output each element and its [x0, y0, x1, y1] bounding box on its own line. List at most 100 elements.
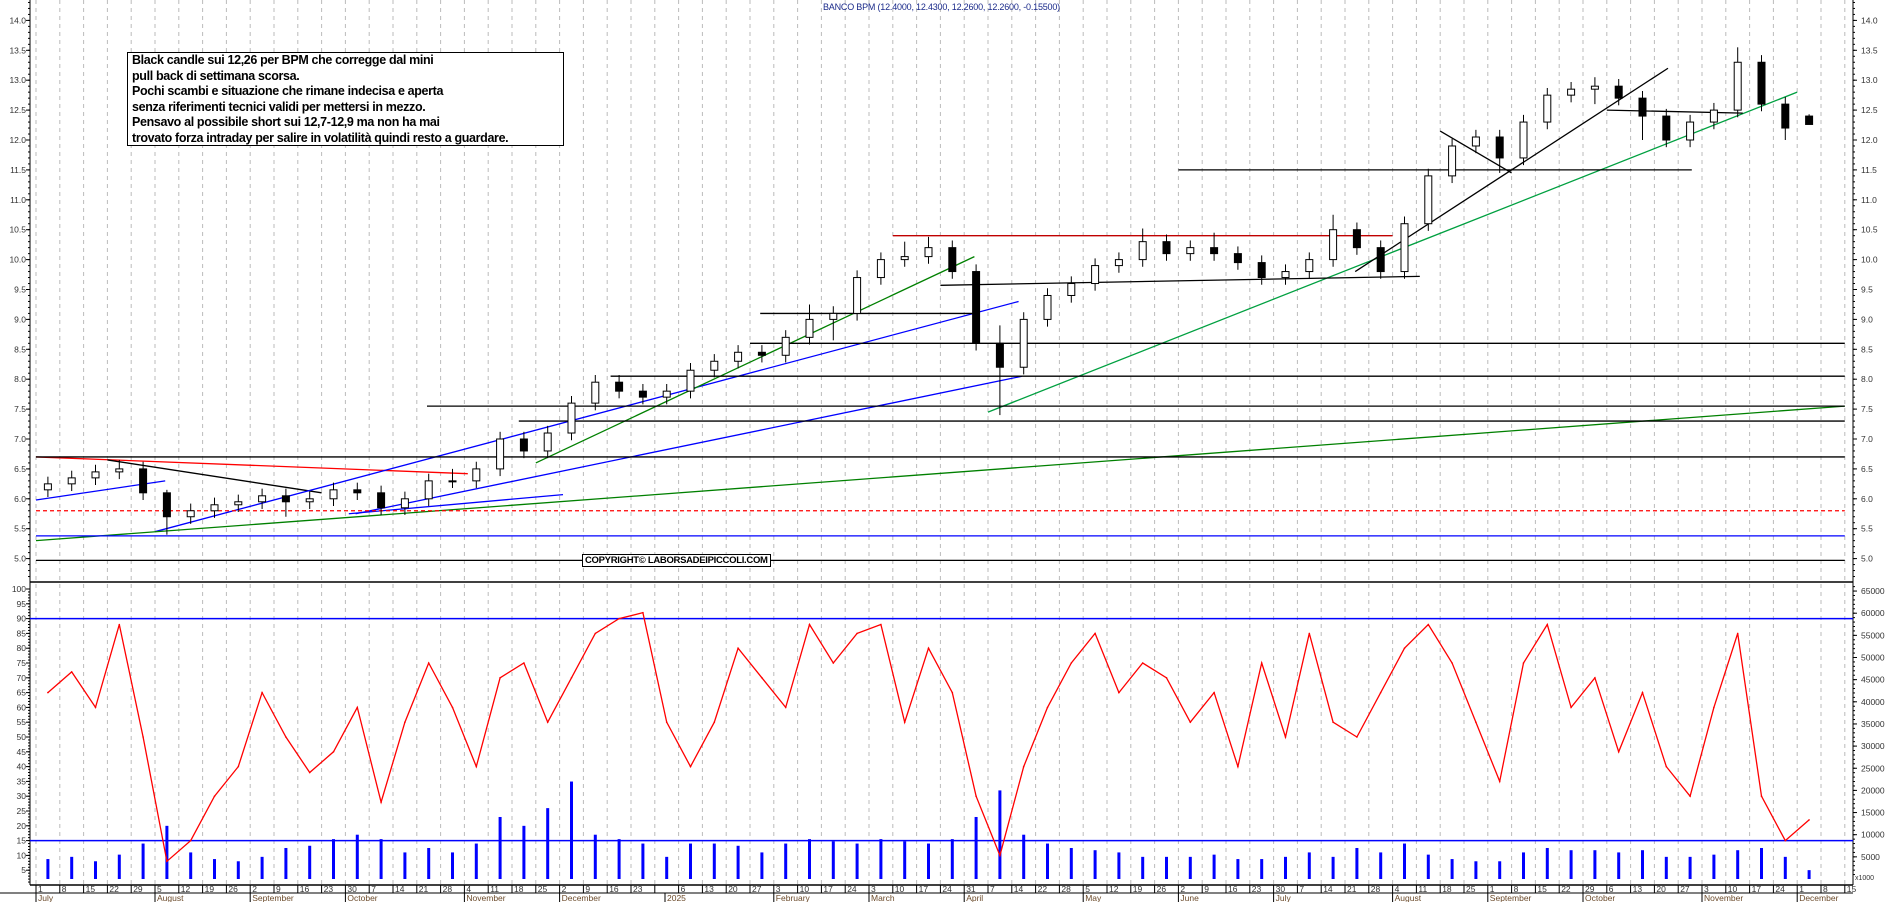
week-label: 2 [252, 884, 257, 894]
week-label: 7 [1299, 884, 1304, 894]
candle [258, 488, 267, 509]
price-tick-label-right: 7.5 [1861, 404, 1873, 414]
candle [1352, 222, 1361, 255]
volume-bar [736, 845, 740, 879]
price-tick-label-right: 7.0 [1861, 434, 1873, 444]
volume-tick-label: 40000 [1861, 697, 1885, 707]
volume-bar [1212, 854, 1216, 879]
oscillator-point [213, 795, 216, 797]
candle-body [1400, 223, 1409, 273]
candle-body [1043, 294, 1052, 320]
oscillator-point [1713, 706, 1715, 709]
week-label: 25 [1466, 884, 1476, 894]
oscillator-point [142, 736, 144, 738]
candle [234, 494, 243, 512]
month-label: August [1395, 893, 1422, 902]
candle [1662, 108, 1671, 148]
candle-body [448, 480, 457, 483]
candle [139, 461, 148, 500]
candle-body [1543, 94, 1552, 123]
week-label: 12 [1109, 884, 1119, 894]
candle [43, 476, 52, 498]
candle [281, 488, 290, 517]
week-label: 6 [1609, 884, 1614, 894]
candle-body [1352, 229, 1361, 249]
candle-body [805, 318, 814, 338]
volume-tick-label: 25000 [1861, 763, 1885, 773]
volume-bar [1498, 861, 1502, 879]
candle [805, 304, 814, 345]
oscillator-point [118, 623, 121, 626]
volume-bar [355, 834, 359, 879]
oscillator-point [1641, 691, 1644, 694]
candle [1424, 168, 1433, 231]
trend-line [940, 275, 1420, 286]
candle-body [757, 351, 766, 356]
oscillator-tick-label: 50 [17, 732, 27, 742]
week-label: 11 [490, 884, 499, 894]
oscillator-point [285, 736, 287, 738]
oscillator-point [1237, 765, 1239, 768]
candle-body [210, 504, 219, 512]
week-label: 10 [800, 884, 810, 894]
candle [1543, 87, 1552, 130]
candle-body [281, 495, 290, 503]
volume-bar [1807, 870, 1811, 879]
candle [1210, 232, 1219, 261]
week-label: 18 [1442, 884, 1452, 894]
oscillator-point [927, 647, 930, 649]
oscillator-point [737, 647, 739, 649]
volume-bar [1093, 850, 1097, 879]
annotation-line: Pochi scambi e situazione che rimane ind… [132, 84, 444, 99]
volume-bar [165, 825, 169, 879]
week-label: 28 [1061, 884, 1071, 894]
candle-body [1162, 241, 1171, 255]
candle [1733, 47, 1742, 118]
price-tick-label: 5.5 [14, 524, 26, 534]
oscillator-point [618, 617, 620, 620]
volume-bar [1069, 847, 1073, 879]
week-label: 14 [1323, 884, 1333, 894]
volume-bar [879, 839, 883, 879]
volume-bar [427, 847, 431, 879]
oscillator-point [1594, 677, 1596, 679]
oscillator-point [523, 662, 525, 664]
oscillator-point [570, 677, 573, 679]
candle [948, 240, 957, 279]
volume-bar [1260, 859, 1264, 879]
volume-bar [974, 816, 978, 879]
month-label: 2025 [667, 893, 686, 902]
volume-tick-label: 20000 [1861, 785, 1885, 795]
oscillator-point [70, 671, 73, 673]
candle [757, 345, 766, 363]
candle [781, 330, 790, 363]
oscillator-point [761, 677, 763, 679]
volume-bar [808, 839, 811, 879]
oscillator-point [189, 839, 192, 842]
volume-bar [831, 841, 835, 879]
month-label: December [1799, 893, 1838, 902]
oscillator-point [261, 691, 263, 694]
oscillator-tick-label: 10 [17, 850, 27, 860]
volume-bar [641, 843, 645, 879]
candle-body [353, 489, 362, 494]
volume-bar [1664, 856, 1668, 879]
oscillator-point [999, 854, 1001, 857]
volume-bar [332, 839, 335, 879]
week-label: 17 [823, 884, 833, 894]
candle-body [710, 360, 719, 371]
candle-body [662, 390, 671, 398]
candle-body [1424, 175, 1433, 225]
volume-bar [46, 859, 50, 879]
candle [1495, 129, 1504, 173]
candle-body [1376, 247, 1385, 273]
volume-bar [570, 781, 573, 879]
oscillator-point [832, 662, 835, 664]
week-label: 13 [704, 884, 714, 894]
volume-bar [1331, 856, 1335, 879]
annotation-box: Black candle sui 12,26 per BPM che corre… [127, 52, 564, 146]
month-label: April [966, 893, 983, 902]
volume-bar [760, 852, 764, 879]
volume-bar [1688, 856, 1692, 879]
candle [1400, 216, 1409, 279]
